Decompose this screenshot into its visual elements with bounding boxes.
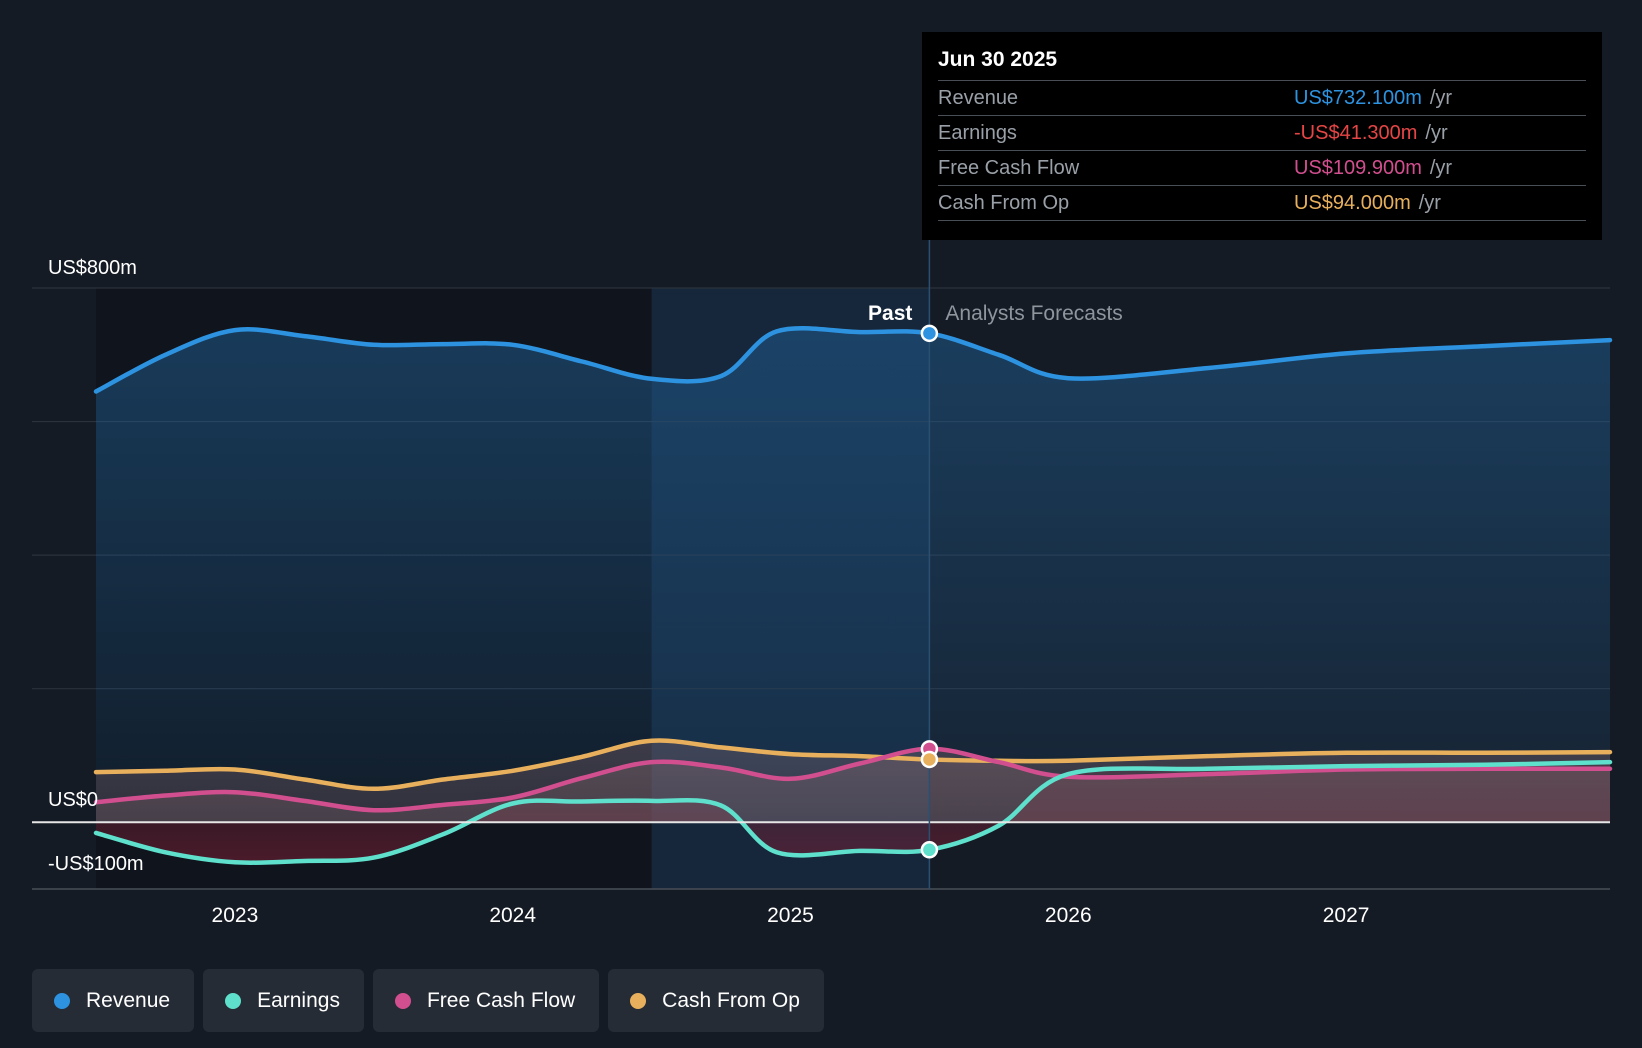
tooltip-label: Cash From Op [938,191,1070,214]
x-tick-label: 2025 [767,904,814,927]
legend-dot-icon [225,992,242,1009]
tooltip-value: -US$41.300m [1294,121,1418,144]
tooltip-value: US$109.900m [1294,156,1422,179]
x-tick-label: 2023 [212,904,259,927]
line-earnings [93,759,1613,866]
area-revenue [96,328,1610,823]
legend-label: Cash From Op [662,988,800,1012]
y-tick-label: US$800m [48,257,137,279]
line-cash-from-op [93,738,1613,792]
tooltip-value: US$94.000m [1294,191,1411,214]
marker-earnings [920,841,939,859]
x-tick-label: 2024 [489,904,536,927]
tooltip-row-earnings: Earnings -US$41.300m /yr [938,115,1586,150]
current-markers [920,324,939,859]
legend-dot-icon [394,992,411,1009]
legend-item-cash-from-op[interactable]: Cash From Op [608,969,824,1032]
line-revenue [93,326,1613,394]
x-tick-label: 2026 [1045,904,1092,927]
legend-item-revenue[interactable]: Revenue [32,969,195,1032]
legend-item-earnings[interactable]: Earnings [203,969,364,1032]
tooltip-unit: /yr [1425,121,1448,144]
legend-dot-icon [54,992,70,1009]
legend-label: Free Cash Flow [426,988,576,1012]
tooltip-value: US$732.100m [1294,86,1422,109]
past-label: Past [868,302,912,325]
tooltip-row-free-cash-flow: Free Cash Flow US$109.900m /yr [938,150,1586,185]
tooltip-label: Revenue [938,86,1019,109]
legend-dot-icon [630,992,647,1009]
legend-label: Earnings [257,988,340,1012]
legend-label: Revenue [86,988,171,1012]
y-tick-label: US$0 [48,789,98,811]
tooltip-label: Free Cash Flow [938,156,1080,179]
y-tick-label: -US$100m [48,853,144,875]
x-axis-labels: 2023 2024 2025 2026 2027 [212,904,1370,927]
tooltip-row-revenue: Revenue US$732.100m /yr [938,80,1586,115]
tooltip-unit: /yr [1418,191,1441,214]
tooltip: Jun 30 2025 Revenue US$732.100m /yr Earn… [922,32,1602,240]
series-lines [93,326,1613,866]
legend-item-free-cash-flow[interactable]: Free Cash Flow [372,969,600,1032]
tooltip-label: Earnings [938,121,1017,144]
x-tick-label: 2027 [1323,904,1370,927]
tooltip-unit: /yr [1429,156,1453,179]
line-free-cash-flow [93,746,1613,813]
tooltip-row-cash-from-op: Cash From Op US$94.000m /yr [938,185,1586,221]
legend: Revenue Earnings Free Cash Flow Cash Fro… [32,969,824,1032]
y-axis-labels: US$800m US$0 -US$100m [48,257,144,875]
marker-cash-from-op [920,750,939,769]
tooltip-unit: /yr [1429,86,1453,109]
marker-revenue [920,324,939,343]
forecast-label: Analysts Forecasts [945,302,1122,325]
tooltip-date: Jun 30 2025 [938,48,1058,71]
